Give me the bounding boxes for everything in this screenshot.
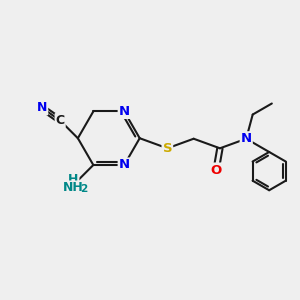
Text: N: N: [241, 132, 252, 145]
Text: O: O: [211, 164, 222, 176]
Text: C: C: [56, 114, 65, 127]
Text: S: S: [163, 142, 172, 155]
Text: N: N: [119, 158, 130, 172]
Text: N: N: [37, 101, 47, 114]
Text: 2: 2: [80, 184, 88, 194]
Text: H: H: [68, 173, 79, 186]
Text: N: N: [119, 105, 130, 118]
Text: NH: NH: [63, 182, 84, 194]
